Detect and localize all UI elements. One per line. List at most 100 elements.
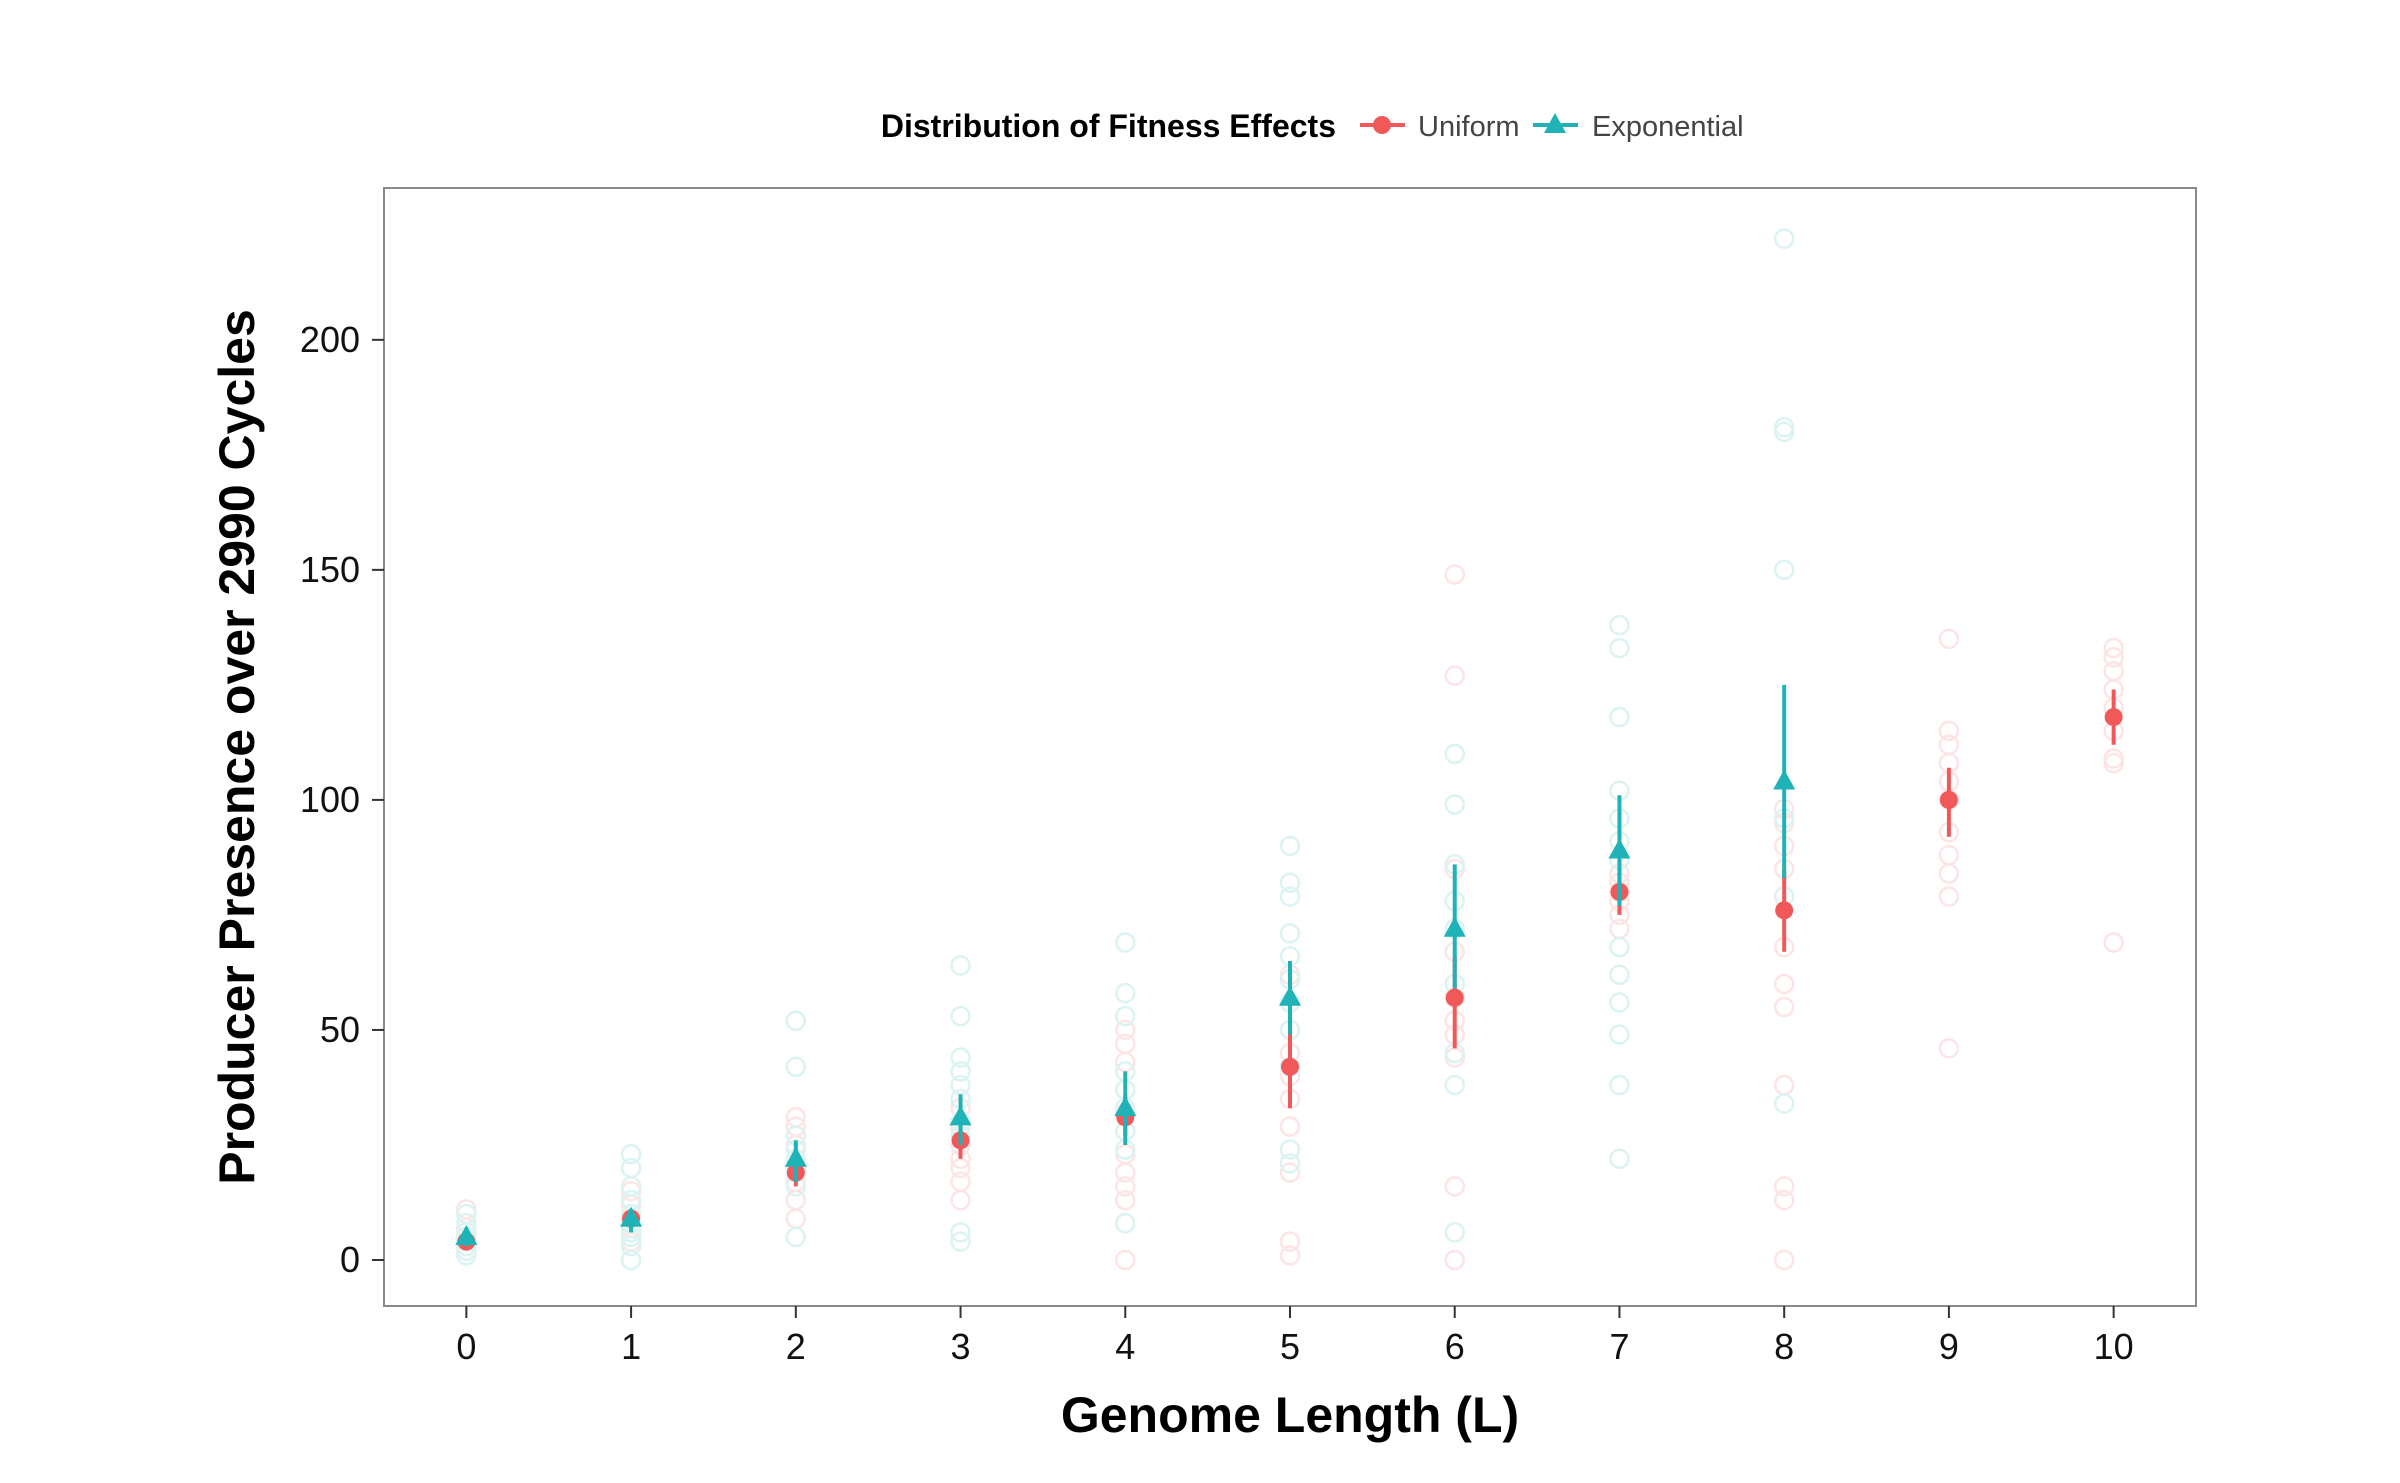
exponential-observation-point [785, 1010, 807, 1031]
uniform-observation-point [1115, 1189, 1136, 1211]
exponential-observation-point [1444, 794, 1465, 815]
exponential-observation-point [1115, 982, 1136, 1004]
mean-markers [455, 684, 2123, 1251]
uniform-observation-point [1444, 665, 1465, 686]
x-tick-label: 9 [1939, 1326, 1959, 1367]
exponential-observation-point [950, 1005, 971, 1027]
uniform-observation-point [1279, 1245, 1301, 1266]
x-tick-label: 10 [2094, 1326, 2134, 1367]
exponential-observation-point [456, 1203, 477, 1225]
exponential-observation-point [1609, 1074, 1630, 1096]
uniform-observation-point [1773, 1249, 1795, 1271]
exponential-observation-point [620, 1249, 642, 1271]
exponential-mean-marker [784, 1146, 807, 1167]
exponential-observation-point [785, 1056, 807, 1078]
uniform-observation-point [1773, 1189, 1795, 1211]
uniform-mean-marker [1775, 901, 1794, 920]
y-tick-label: 0 [340, 1239, 360, 1280]
exponential-observation-point [950, 1222, 971, 1243]
uniform-observation-point [1115, 1249, 1136, 1271]
legend-title: Distribution of Fitness Effects [881, 108, 1336, 144]
x-axis: 0 1 2 3 4 5 6 7 8 9 10 [456, 1306, 2134, 1367]
legend-uniform-label: Uniform [1418, 111, 1520, 143]
exponential-mean-marker [1443, 916, 1466, 937]
uniform-observation-point [1773, 1176, 1795, 1197]
exponential-observation-point [1279, 923, 1301, 944]
exponential-observation-point [950, 1047, 971, 1068]
exponential-observation-point [620, 1235, 642, 1257]
exponential-mean-marker [1608, 838, 1631, 859]
x-tick-label: 4 [1115, 1326, 1135, 1367]
exponential-observation-point [1609, 706, 1630, 728]
legend-item-exponential: Exponential [1533, 111, 1744, 143]
exponential-observation-point [1609, 1024, 1630, 1045]
y-tick-label: 100 [300, 779, 360, 820]
y-axis-title: Producer Presence over 2990 Cycles [209, 309, 265, 1185]
exponential-observation-point [950, 1061, 971, 1082]
exponential-mean-marker [620, 1206, 643, 1227]
uniform-mean-marker [1939, 790, 1958, 809]
uniform-observation-point [1938, 734, 1960, 755]
exponential-observation-point [1115, 1212, 1136, 1234]
exponential-observation-point [1609, 964, 1630, 985]
uniform-observation-point [1279, 1162, 1301, 1183]
exponential-observation-point [1773, 559, 1795, 581]
y-tick-label: 200 [300, 319, 360, 360]
exponential-observation-point [950, 1074, 971, 1096]
exponential-observation-point [1279, 872, 1301, 893]
uniform-observation-point [2103, 637, 2124, 659]
uniform-observation-point [950, 1171, 971, 1193]
exponential-observation-point [1115, 1005, 1136, 1027]
exponential-observation-point [1444, 1222, 1465, 1243]
uniform-observation-point [1115, 1019, 1136, 1041]
uniform-observation-point [2103, 748, 2124, 769]
uniform-observation-point [2103, 660, 2124, 682]
x-tick-label: 3 [951, 1326, 971, 1367]
uniform-mean-marker [2104, 708, 2123, 727]
exponential-observation-point [1773, 1093, 1795, 1114]
exponential-observation-point [620, 1143, 642, 1165]
exponential-mean-marker [949, 1105, 972, 1126]
y-axis: 0 50 100 150 200 [300, 319, 384, 1280]
uniform-mean-marker [1281, 1057, 1299, 1076]
uniform-observation-point [1444, 1176, 1465, 1197]
exponential-observation-point [1279, 835, 1301, 857]
legend-item-uniform: Uniform [1360, 111, 1520, 143]
uniform-observation-point [1773, 996, 1795, 1018]
exponential-observation-point [1609, 637, 1630, 659]
uniform-observation-point [2103, 647, 2124, 668]
y-tick-label: 50 [320, 1009, 360, 1050]
exponential-observation-point [1773, 416, 1795, 438]
exponential-observation-point [785, 1226, 807, 1248]
exponential-observation-point [1115, 932, 1136, 953]
uniform-observation-point [1279, 1231, 1301, 1252]
uniform-observation-point [950, 1157, 971, 1179]
uniform-observation-point [1444, 1249, 1465, 1271]
exponential-observation-point [1609, 992, 1630, 1013]
exponential-observation-point [950, 955, 971, 976]
uniform-observation-point [1115, 1033, 1136, 1055]
uniform-observation-point [1115, 1176, 1136, 1197]
uniform-observation-point [1938, 720, 1960, 742]
exponential-observation-point [950, 1231, 971, 1252]
exponential-observation-point [1773, 228, 1795, 249]
exponential-mean-marker [1773, 769, 1796, 790]
x-tick-label: 0 [456, 1326, 476, 1367]
uniform-observation-point [1938, 1038, 1960, 1059]
x-tick-label: 1 [621, 1326, 641, 1367]
exponential-observation-point [1279, 1153, 1301, 1174]
legend: Distribution of Fitness Effects Uniform … [881, 108, 1744, 144]
uniform-observation-point [1773, 973, 1795, 995]
legend-uniform-marker [1373, 116, 1391, 134]
legend-exponential-marker [1544, 113, 1566, 133]
plot-panel [383, 187, 2197, 1307]
legend-exponential-label: Exponential [1592, 111, 1744, 143]
uniform-observation-point [1279, 1116, 1301, 1137]
uniform-observation-point [1444, 564, 1465, 585]
x-tick-label: 2 [786, 1326, 806, 1367]
x-tick-label: 7 [1609, 1326, 1629, 1367]
y-tick-label: 150 [300, 549, 360, 590]
exponential-observation-point [1279, 1139, 1301, 1160]
exponential-observation-point [620, 1157, 642, 1179]
